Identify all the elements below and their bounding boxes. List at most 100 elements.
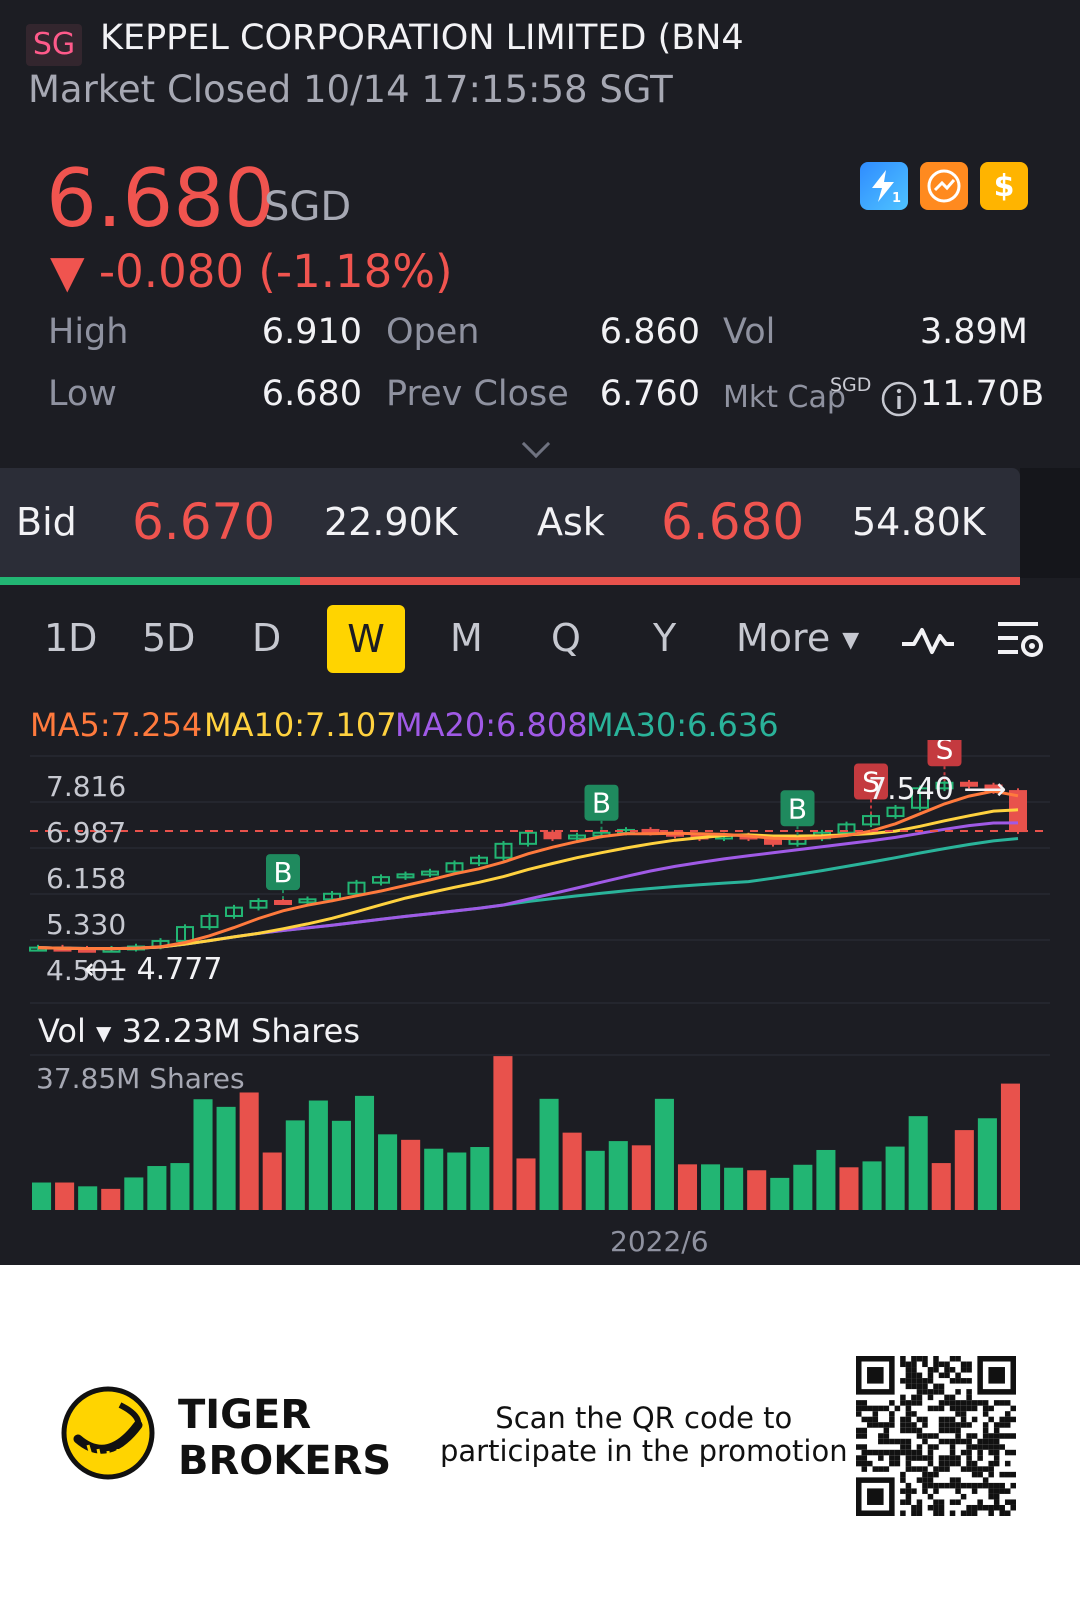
- qr-module: [944, 1460, 950, 1467]
- bid-size: 22.90K: [324, 500, 458, 544]
- volume-bar: [216, 1106, 236, 1210]
- tiger-brokers-logo: [60, 1385, 156, 1481]
- qr-module: [867, 1449, 873, 1456]
- price-change: ▼ -0.080 (-1.18%): [50, 245, 453, 298]
- candle: [543, 831, 562, 840]
- candle: [347, 881, 366, 895]
- volume-header[interactable]: Vol ▼ 32.23M Shares: [38, 1012, 360, 1050]
- volume-bar: [931, 1163, 951, 1210]
- qr-module: [856, 1460, 862, 1467]
- signal-label: B: [788, 792, 807, 825]
- price-volume-chart[interactable]: B B B S S: [0, 740, 1080, 1265]
- stock-detail-screen: SG KEPPEL CORPORATION LIMITED (BN4 Marke…: [0, 0, 1080, 1265]
- qr-module: [911, 1383, 917, 1390]
- price-axis-label: 5.330: [46, 908, 127, 941]
- candle: [396, 873, 415, 879]
- qr-module: [949, 1477, 956, 1483]
- period-1d[interactable]: 1D: [44, 616, 98, 660]
- volume-bar: [862, 1161, 882, 1210]
- qr-module: [955, 1356, 961, 1362]
- expand-chevron-icon[interactable]: [521, 429, 551, 459]
- qr-module: [955, 1372, 961, 1379]
- qr-module: [922, 1471, 928, 1478]
- qr-module: [872, 1466, 879, 1472]
- qr-module: [944, 1455, 950, 1461]
- qr-module: [905, 1405, 912, 1412]
- qr-module: [861, 1460, 868, 1467]
- qr-code[interactable]: [856, 1356, 1016, 1516]
- period-d[interactable]: D: [252, 616, 282, 660]
- period-y[interactable]: Y: [653, 616, 677, 660]
- qr-module: [911, 1356, 917, 1362]
- info-icon[interactable]: [880, 380, 918, 418]
- period-w[interactable]: W: [327, 605, 405, 673]
- period-more[interactable]: More ▼: [736, 616, 859, 660]
- qr-module: [900, 1427, 906, 1434]
- qr-module: [971, 1460, 978, 1467]
- qr-module: [867, 1405, 873, 1412]
- qr-module: [966, 1444, 972, 1450]
- qr-module: [999, 1400, 1005, 1406]
- qr-module: [949, 1460, 956, 1467]
- promo-line-2: participate in the promotion: [440, 1434, 848, 1468]
- qr-module: [982, 1438, 989, 1445]
- indicator-icon[interactable]: [900, 620, 956, 660]
- ma-lines-layer: [37, 789, 1019, 951]
- qr-module: [966, 1460, 972, 1467]
- qr-module: [905, 1466, 912, 1472]
- candle: [862, 815, 880, 826]
- bid-label: Bid: [16, 500, 77, 544]
- qr-module: [988, 1482, 994, 1489]
- bid-share-bar: [0, 577, 300, 585]
- qr-module: [905, 1361, 912, 1368]
- candle: [935, 781, 954, 790]
- mkt-cap-label: Mkt Cap: [723, 380, 846, 415]
- qr-module: [1004, 1488, 1011, 1494]
- dollar-icon[interactable]: $: [980, 162, 1028, 210]
- qr-module: [949, 1400, 956, 1406]
- qr-module: [949, 1510, 956, 1516]
- candle: [837, 823, 856, 834]
- candle: [568, 834, 586, 840]
- period-q[interactable]: Q: [551, 616, 581, 660]
- period-m[interactable]: M: [450, 616, 483, 660]
- qr-module: [883, 1427, 890, 1434]
- chart-settings-icon[interactable]: [996, 616, 1046, 662]
- qr-module: [927, 1455, 934, 1461]
- qr-module: [938, 1460, 945, 1467]
- period-5d[interactable]: 5D: [142, 616, 196, 660]
- qr-module: [999, 1433, 1005, 1439]
- qr-module: [982, 1405, 989, 1412]
- qr-module: [861, 1455, 868, 1461]
- bid-ask-edge: [1020, 468, 1080, 578]
- qr-module: [966, 1389, 972, 1395]
- qr-module: [977, 1466, 983, 1472]
- qr-module: [955, 1405, 961, 1412]
- qr-module: [993, 1493, 1000, 1500]
- qr-module: [916, 1389, 923, 1395]
- lightning-level1-icon[interactable]: 1: [860, 162, 908, 210]
- svg-text:1: 1: [892, 191, 901, 206]
- qr-module: [905, 1493, 912, 1500]
- candle: [274, 899, 292, 905]
- qr-finder: [867, 1367, 884, 1384]
- qr-module: [927, 1460, 934, 1467]
- signal-label: S: [862, 766, 880, 799]
- qr-module: [971, 1471, 978, 1478]
- volume-bar: [354, 1095, 375, 1210]
- qr-module: [927, 1482, 934, 1489]
- qr-module: [938, 1422, 945, 1428]
- qr-module: [889, 1400, 895, 1406]
- chart-promo-icon[interactable]: [920, 162, 968, 210]
- qr-module: [905, 1444, 912, 1450]
- qr-module: [878, 1433, 884, 1439]
- qr-module: [856, 1411, 862, 1417]
- ask-label: Ask: [537, 500, 605, 544]
- qr-module: [922, 1416, 928, 1423]
- qr-module: [971, 1405, 978, 1412]
- qr-module: [911, 1504, 917, 1511]
- qr-module: [905, 1372, 912, 1379]
- qr-module: [938, 1361, 945, 1368]
- qr-module: [916, 1466, 923, 1472]
- qr-module: [993, 1444, 1000, 1450]
